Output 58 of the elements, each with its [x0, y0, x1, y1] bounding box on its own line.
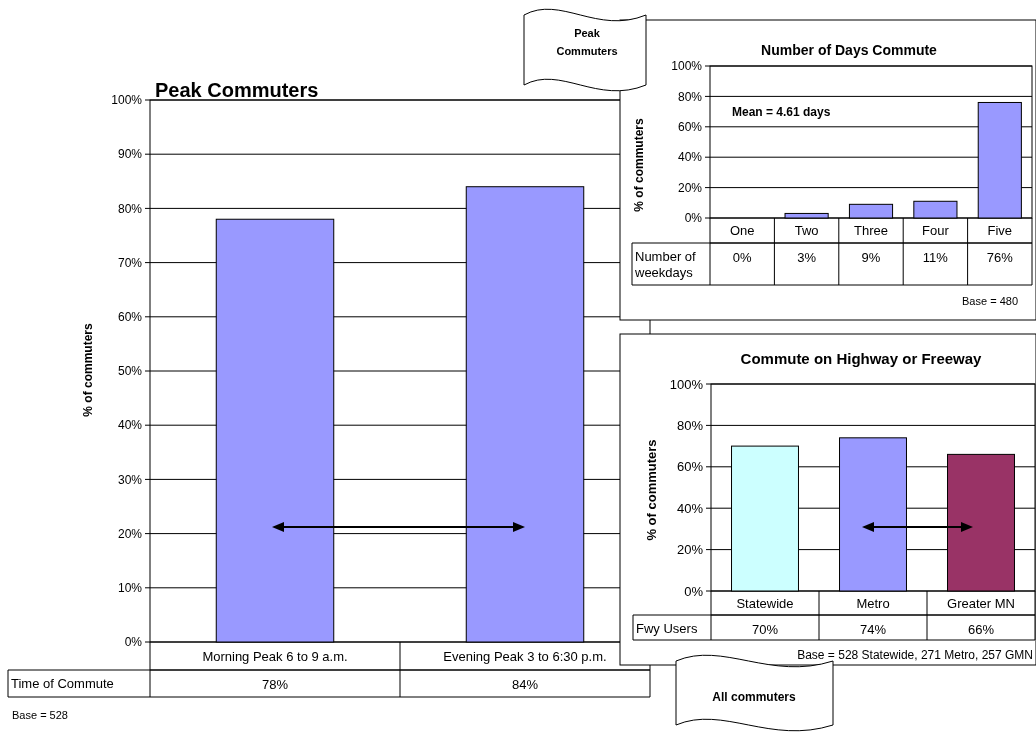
y-tick-label: 0%	[684, 583, 704, 599]
chart-title: Peak Commuters	[155, 79, 319, 101]
x-tick-label: Four	[922, 223, 950, 239]
x-tick-label: Evening Peak 3 to 6:30 p.m.	[443, 648, 607, 664]
data-label: 11%	[922, 249, 949, 265]
y-tick-label: 80%	[677, 89, 703, 104]
y-tick-label: 100%	[669, 376, 704, 392]
y-tick-label: 30%	[117, 472, 143, 487]
y-tick-label: 0%	[684, 211, 703, 226]
data-label: 9%	[861, 249, 881, 265]
y-tick-label: 60%	[676, 459, 704, 475]
data-label: 0%	[732, 249, 753, 265]
text: All commuters	[712, 690, 796, 705]
y-tick-label: 60%	[117, 310, 143, 324]
data-label: 66%	[967, 621, 995, 637]
text: Base = 480	[962, 294, 1018, 307]
y-tick-label: 80%	[117, 201, 143, 216]
x-axis-title: Number of weekdays	[634, 248, 697, 280]
x-axis-title: Fwy Users	[636, 620, 698, 636]
y-tick-label: 100%	[671, 59, 703, 74]
x-tick-label: Three	[854, 223, 888, 239]
x-axis-title: Time of Commute	[11, 675, 114, 691]
annotation: Mean = 4.61 days	[732, 105, 831, 120]
x-tick-label: One	[729, 223, 755, 239]
data-label: 84%	[511, 676, 539, 692]
chart-title: Commute on Highway or Freeway	[740, 350, 983, 367]
data-label: 76%	[986, 249, 1014, 265]
y-tick-label: 40%	[676, 500, 704, 516]
y-axis-title: % of commuters	[632, 118, 646, 212]
x-tick-label: Statewide	[736, 595, 794, 611]
y-tick-label: 100%	[111, 93, 143, 108]
data-label: 70%	[751, 621, 779, 637]
text: Base = 528	[12, 708, 68, 721]
y-tick-label: 90%	[117, 147, 143, 162]
y-tick-label: 50%	[117, 364, 143, 379]
x-tick-label: Two	[794, 223, 819, 239]
chart-title: Number of Days Commute	[761, 42, 938, 58]
x-tick-label: Metro	[856, 595, 890, 611]
y-tick-label: 10%	[117, 581, 143, 595]
y-tick-label: 80%	[676, 417, 704, 433]
y-tick-label: 20%	[676, 542, 704, 558]
x-tick-label: Five	[987, 223, 1013, 239]
data-label: 3%	[797, 249, 817, 265]
text: Base = 528 Statewide, 271 Metro, 257 GMN	[797, 648, 1033, 663]
y-tick-label: 40%	[117, 418, 143, 433]
y-tick-label: 20%	[117, 526, 143, 541]
y-axis-title: % of commuters	[644, 439, 659, 541]
text: Peak Commuters	[556, 26, 618, 57]
y-tick-label: 0%	[124, 635, 143, 650]
data-label: 78%	[261, 676, 289, 692]
y-tick-label: 40%	[677, 150, 703, 165]
x-tick-label: Morning Peak 6 to 9 a.m.	[202, 648, 348, 664]
y-tick-label: 60%	[677, 120, 703, 134]
y-tick-label: 20%	[677, 180, 703, 195]
y-axis-title: % of commuters	[81, 323, 95, 417]
data-label: 74%	[859, 621, 887, 637]
y-tick-label: 70%	[117, 255, 143, 270]
x-tick-label: Greater MN	[947, 595, 1015, 611]
